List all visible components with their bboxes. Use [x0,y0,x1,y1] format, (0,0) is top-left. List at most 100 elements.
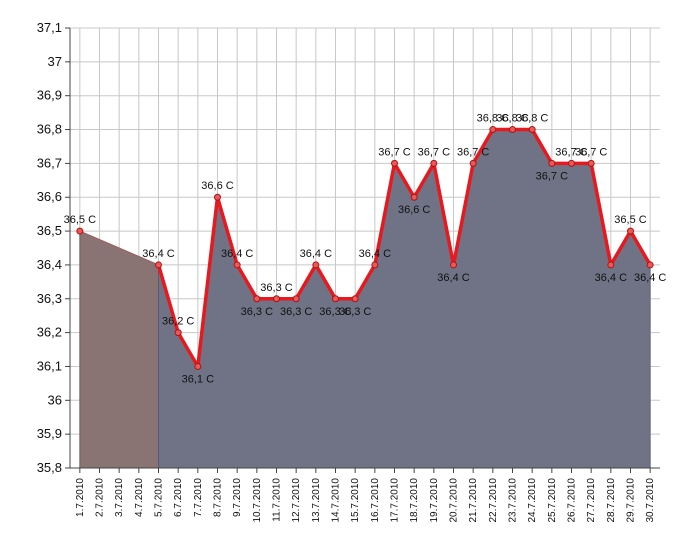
data-label: 36,7 C [575,146,607,158]
data-label: 36,7 C [457,146,489,158]
data-point [587,159,595,167]
data-label: 36,4 C [595,272,627,284]
data-label: 36,1 C [182,373,214,385]
y-tick-label: 36,7 [37,155,62,170]
data-label: 36,4 C [634,272,666,284]
data-label: 36,4 C [142,248,174,260]
y-tick-label: 36 [48,392,62,407]
y-tick-label: 35,8 [37,460,62,475]
y-tick-label: 36,8 [37,122,62,137]
data-point [607,261,615,269]
x-tick-label: 15.7.2010 [350,478,361,523]
data-point [528,126,536,134]
data-label: 36,8 C [477,113,509,125]
x-tick-label: 24.7.2010 [527,478,538,523]
data-point [568,159,575,167]
data-label: 36,4 C [359,248,391,260]
y-tick-label: 36,2 [37,325,62,340]
x-tick-label: 10.7.2010 [252,478,263,523]
data-label: 36,4 C [221,248,253,260]
y-tick-label: 36,5 [37,223,62,238]
x-tick-label: 18.7.2010 [409,478,420,523]
data-point [312,261,320,269]
data-point [292,295,300,303]
x-tick-label: 8.7.2010 [213,478,224,517]
series-line-gap [79,230,159,266]
data-label: 36,4 C [300,248,332,260]
data-point [410,193,418,201]
data-point [273,295,280,303]
x-tick-label: 1.7.2010 [75,478,86,517]
y-tick-label: 36,1 [37,358,62,373]
data-point [509,126,516,134]
data-point [233,261,241,269]
data-point [548,159,556,167]
data-label: 36,5 C [614,214,646,226]
data-point [391,159,398,167]
data-label: 36,3 C [260,282,292,294]
data-point [646,261,654,269]
x-tick-label: 29.7.2010 [626,478,637,523]
data-label: 36,6 C [398,204,430,216]
x-tick-label: 11.7.2010 [272,478,283,522]
data-point [155,261,162,269]
data-point [174,329,182,337]
data-label: 36,3 C [339,306,371,318]
x-tick-label: 13.7.2010 [311,478,322,523]
x-tick-label: 23.7.2010 [508,478,519,523]
data-label: 36,3 C [319,306,351,318]
x-tick-label: 4.7.2010 [134,478,145,517]
x-tick-label: 7.7.2010 [193,478,204,517]
data-label: 36,2 C [162,316,194,328]
data-label: 36,4 C [437,272,469,284]
x-tick-label: 3.7.2010 [114,478,125,517]
x-tick-label: 14.7.2010 [331,478,342,523]
x-tick-label: 19.7.2010 [429,478,440,523]
x-tick-label: 20.7.2010 [449,478,460,523]
y-tick-label: 36,9 [37,88,62,103]
x-tick-label: 28.7.2010 [606,478,617,523]
x-tick-label: 22.7.2010 [488,478,499,523]
x-tick-label: 6.7.2010 [173,478,184,517]
data-label: 36,8 C [496,113,528,125]
y-tick-label: 36,6 [37,189,62,204]
x-tick-label: 12.7.2010 [291,478,302,523]
y-tick-label: 36,3 [37,291,62,306]
x-tick-label: 21.7.2010 [468,478,479,523]
data-point [450,261,457,269]
data-point [627,227,634,235]
y-tick-label: 35,9 [37,426,62,441]
x-tick-label: 27.7.2010 [586,478,597,523]
x-tick-label: 17.7.2010 [390,478,401,523]
y-tick-label: 37,1 [37,20,62,35]
data-label: 36,7 C [418,146,450,158]
data-label: 36,6 C [201,180,233,192]
x-tick-label: 9.7.2010 [232,478,243,517]
y-tick-label: 37 [48,54,62,69]
x-tick-label: 5.7.2010 [154,478,165,517]
data-point [489,126,497,134]
x-tick-label: 2.7.2010 [95,478,106,517]
data-point [214,193,221,201]
data-point [332,295,339,303]
data-point [469,159,477,167]
data-label: 36,7 C [378,146,410,158]
data-label: 36,7 C [555,146,587,158]
x-tick-label: 25.7.2010 [547,478,558,523]
data-point [371,261,379,269]
x-tick-label: 26.7.2010 [567,478,578,523]
data-point [351,295,359,303]
data-label: 36,3 C [241,306,273,318]
area-segment-gap [79,230,159,469]
x-tick-label: 30.7.2010 [645,478,656,523]
data-label: 36,7 C [536,170,568,182]
data-point [430,159,438,167]
x-tick-label: 16.7.2010 [370,478,381,523]
data-label: 36,5 C [64,214,96,226]
data-point [253,295,261,303]
data-point [76,227,84,235]
data-point [194,362,202,370]
data-label: 36,8 C [516,113,548,125]
